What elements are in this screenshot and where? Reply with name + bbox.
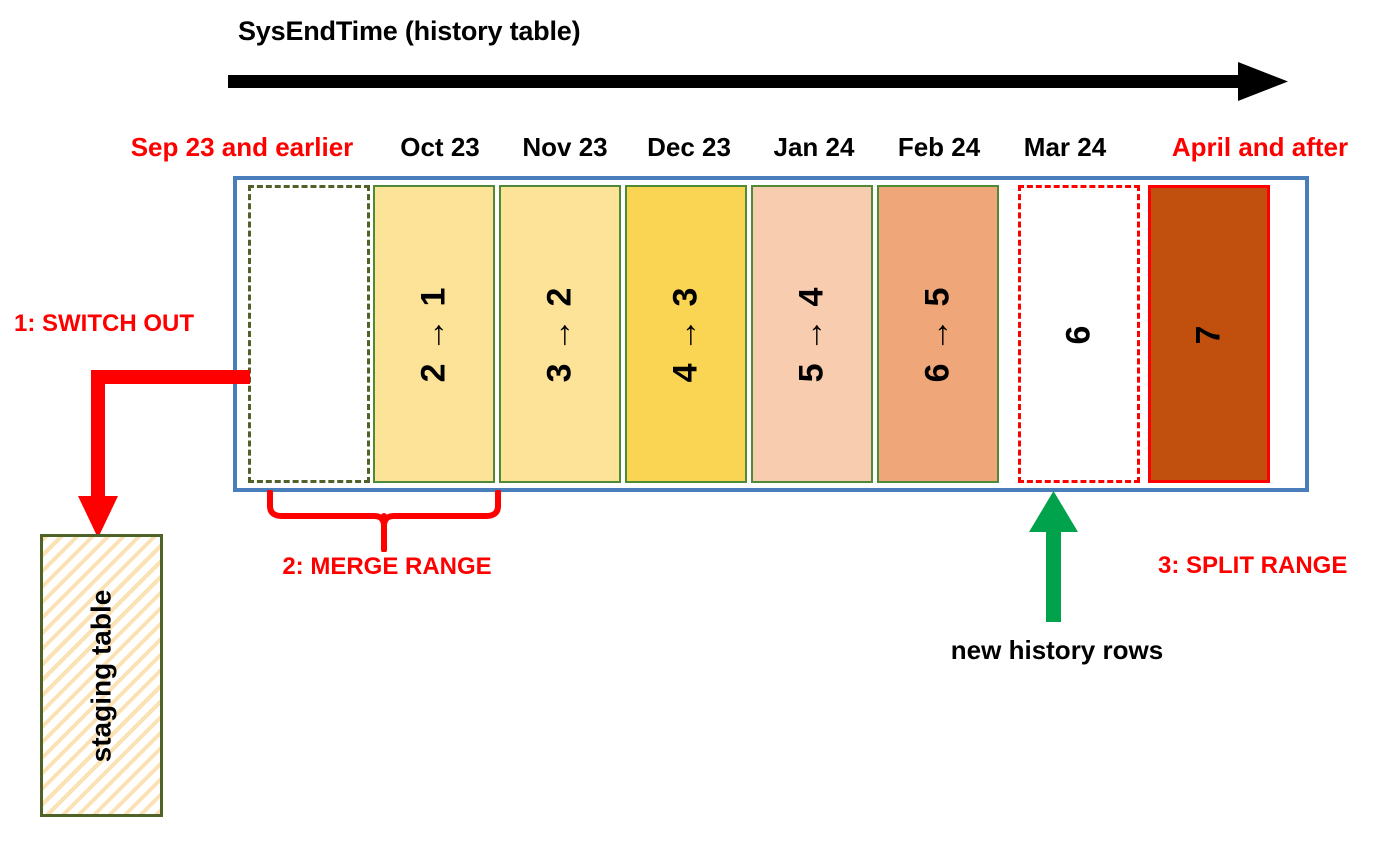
- partition-box-mar24[interactable]: 6: [1018, 185, 1140, 483]
- partition-label: 2 → 1: [414, 286, 453, 382]
- month-label-nov23: Nov 23: [522, 132, 608, 162]
- merge-range-brace-icon: [267, 490, 501, 552]
- new-history-rows-arrow-icon: [1029, 491, 1078, 622]
- partition-box-nov23[interactable]: 3 → 2: [499, 185, 621, 483]
- partition-label: 7: [1189, 324, 1228, 344]
- partition-box-april[interactable]: 7: [1148, 185, 1270, 483]
- new-history-rows-label: new history rows: [950, 635, 1164, 665]
- month-label-dec23: Dec 23: [647, 132, 731, 162]
- partition-label: 6: [1059, 324, 1098, 344]
- partition-box-sep23[interactable]: [248, 185, 370, 483]
- partition-box-feb24[interactable]: 6 → 5: [877, 185, 999, 483]
- partition-label: 5 → 4: [792, 286, 831, 382]
- partition-box-oct23[interactable]: 2 → 1: [373, 185, 495, 483]
- merge-range-annotation: 2: MERGE RANGE: [282, 553, 492, 580]
- partition-box-jan24[interactable]: 5 → 4: [751, 185, 873, 483]
- month-label-oct23: Oct 23: [400, 132, 480, 162]
- switch-out-arrow-icon: [78, 370, 250, 538]
- timeline-arrow: [228, 62, 1288, 101]
- month-label-row: Sep 23 and earlier Oct 23 Nov 23 Dec 23 …: [108, 130, 1388, 164]
- month-label-april: April and after: [1171, 132, 1349, 162]
- month-label-mar24: Mar 24: [1023, 132, 1107, 162]
- month-label-jan24: Jan 24: [773, 132, 855, 162]
- month-label-feb24: Feb 24: [897, 132, 981, 162]
- partition-label: 4 → 3: [666, 286, 705, 382]
- staging-table-box[interactable]: staging table: [40, 534, 163, 817]
- split-range-annotation: 3: SPLIT RANGE: [1158, 552, 1348, 579]
- partition-label: 3 → 2: [540, 286, 579, 382]
- partition-label: 6 → 5: [918, 286, 957, 382]
- month-label-sep23: Sep 23 and earlier: [130, 132, 354, 162]
- page-title: SysEndTime (history table): [238, 16, 581, 46]
- staging-table-label: staging table: [85, 589, 117, 762]
- switch-out-annotation: 1: SWITCH OUT: [14, 310, 194, 337]
- partition-box-dec23[interactable]: 4 → 3: [625, 185, 747, 483]
